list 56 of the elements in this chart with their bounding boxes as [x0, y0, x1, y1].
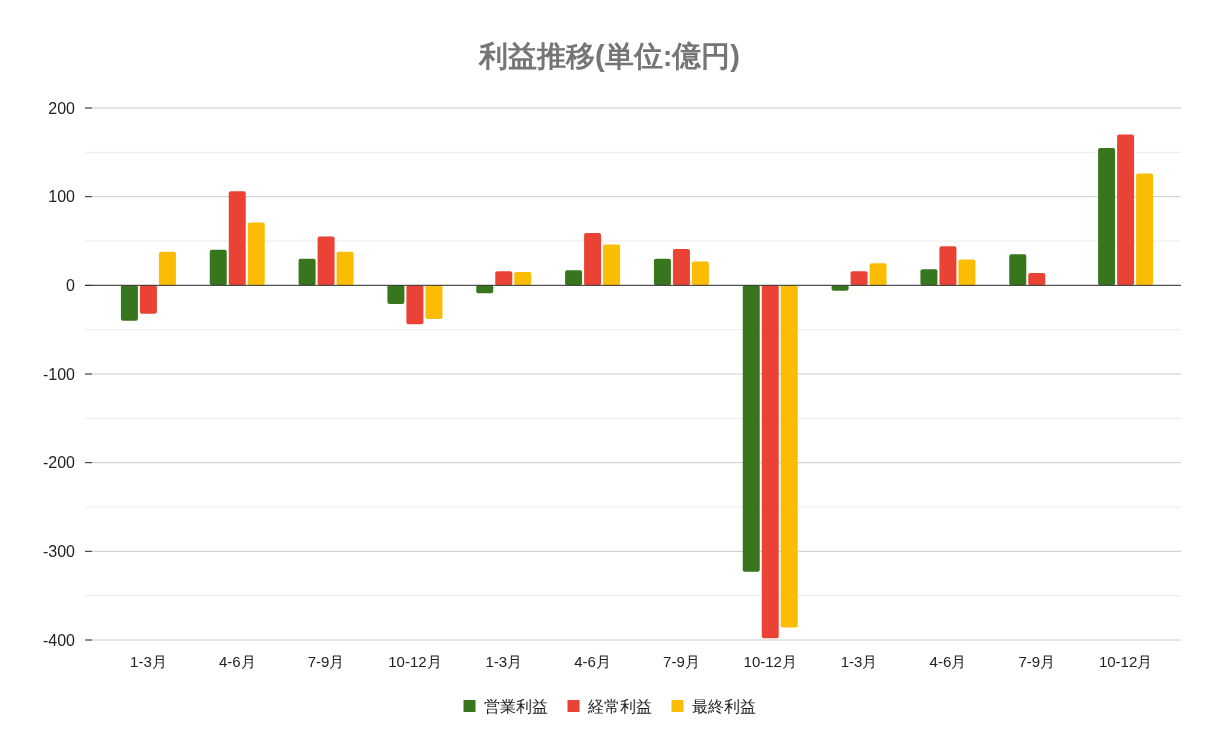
bar	[387, 285, 405, 304]
bar	[672, 248, 690, 286]
bar	[691, 261, 709, 286]
bar	[158, 251, 176, 286]
bar	[336, 251, 354, 286]
bar	[920, 269, 938, 286]
bar	[514, 272, 532, 286]
x-tick-label: 1-3月	[485, 653, 523, 670]
bar	[247, 222, 265, 286]
bar	[869, 263, 887, 286]
legend-label: 経常利益	[586, 697, 652, 715]
x-tick-label: 4-6月	[218, 653, 256, 670]
bar	[761, 285, 779, 639]
bar	[120, 285, 138, 321]
x-tick-label: 4-6月	[929, 653, 967, 670]
bar	[425, 285, 443, 320]
x-tick-label: 7-9月	[307, 653, 345, 670]
bar	[228, 191, 246, 286]
y-tick-label: 100	[48, 188, 76, 206]
y-tick-label: -400	[42, 631, 76, 649]
y-tick-label: -200	[42, 454, 76, 472]
bar	[742, 285, 760, 572]
bar	[958, 259, 976, 286]
bar	[209, 249, 227, 286]
x-tick-label: 1-3月	[130, 653, 167, 670]
bar	[653, 258, 671, 286]
bar	[1028, 272, 1046, 286]
bar	[850, 271, 868, 286]
y-tick-label: -300	[42, 542, 76, 560]
bar	[317, 236, 335, 286]
x-tick-label: 7-9月	[663, 653, 700, 670]
bar	[298, 258, 316, 286]
bar	[939, 246, 957, 286]
bar	[780, 285, 798, 628]
y-tick-label: -100	[42, 365, 76, 383]
y-tick-label: 0	[66, 276, 76, 294]
legend-label: 最終利益	[691, 697, 756, 715]
bar	[139, 285, 157, 314]
x-tick-label: 1-3月	[840, 653, 878, 670]
bar	[1136, 173, 1154, 286]
bar	[603, 244, 621, 286]
bar	[1009, 254, 1027, 286]
y-tick-label: 200	[48, 99, 76, 117]
legend-label: 営業利益	[483, 697, 548, 715]
bar	[406, 285, 424, 325]
x-tick-label: 7-9月	[1018, 653, 1056, 670]
x-tick-label: 10-12月	[743, 653, 797, 670]
x-tick-label: 4-6月	[574, 653, 611, 670]
x-tick-label: 10-12月	[1098, 653, 1153, 670]
bar	[565, 270, 583, 286]
bar	[1117, 134, 1135, 286]
bar	[584, 233, 602, 286]
bar	[1098, 147, 1116, 286]
chart-title: 利益推移(単位:億円)	[478, 40, 740, 72]
x-tick-label: 10-12月	[388, 653, 442, 670]
bar	[495, 271, 513, 286]
